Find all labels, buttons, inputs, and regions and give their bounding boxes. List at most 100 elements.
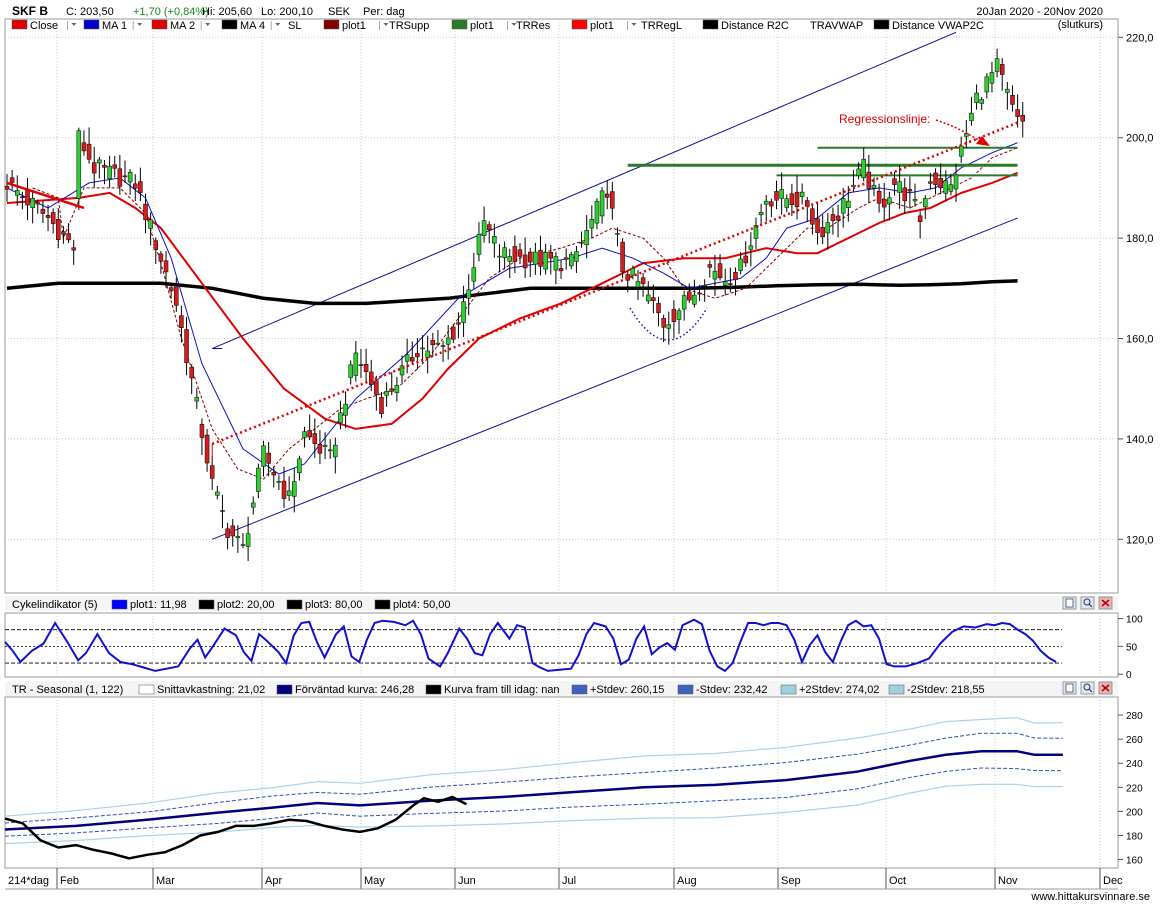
channel-lower-line — [212, 217, 1018, 540]
candles — [4, 48, 1025, 562]
panel-frame-1 — [4, 612, 1119, 678]
candle-body — [728, 283, 733, 285]
chevron-down-icon — [137, 23, 143, 26]
candle-body — [358, 364, 364, 366]
candle-body — [209, 465, 215, 479]
candle-body — [897, 181, 902, 193]
page-icon[interactable] — [1062, 681, 1077, 695]
close-icon[interactable] — [1098, 596, 1113, 610]
chevron-down-icon — [71, 23, 77, 26]
page-icon[interactable] — [1062, 596, 1077, 610]
minus-stdev-line — [4, 767, 1063, 837]
candle-body — [743, 255, 748, 264]
candle-body — [112, 164, 117, 169]
actual-curve — [4, 795, 468, 860]
candle-body — [245, 533, 251, 547]
candle-body — [692, 294, 697, 305]
candle-body — [276, 480, 282, 483]
candle-body — [127, 172, 133, 183]
legend-label: MA 1 — [102, 20, 127, 32]
candle-body — [1020, 114, 1025, 122]
candle-body — [558, 268, 564, 272]
legend-swatch — [374, 599, 391, 610]
candle-body — [81, 142, 87, 152]
candle-body — [851, 184, 856, 187]
candle-body — [748, 245, 754, 250]
candle-body — [71, 247, 76, 251]
chevron-down-icon — [275, 23, 281, 26]
candle-body — [435, 342, 441, 345]
month-label: Jul — [562, 875, 576, 887]
candle-body — [302, 431, 307, 438]
candle-body — [153, 240, 159, 250]
candle-body — [528, 251, 533, 263]
candle-body — [733, 272, 738, 281]
price-tick-label: 120,0 — [1126, 534, 1154, 546]
candle-body — [353, 352, 359, 376]
panel-frame-0 — [4, 18, 1119, 594]
candle-body — [307, 430, 312, 438]
seasonal-tick-label: 220 — [1126, 783, 1143, 794]
candle-body — [76, 130, 82, 199]
candle-body — [56, 219, 61, 240]
month-label: Feb — [60, 875, 79, 887]
legend-swatch — [702, 19, 719, 30]
seasonal-tick-label: 180 — [1126, 831, 1143, 842]
minus-2stdev-line — [4, 783, 1063, 845]
candle-body — [1015, 109, 1020, 117]
candle-body — [928, 181, 933, 184]
candle-body — [91, 162, 97, 174]
candle-body — [281, 480, 287, 499]
legend-swatch — [198, 599, 215, 610]
candle-body — [486, 224, 492, 231]
ma2-line — [6, 171, 1018, 430]
candle-body — [676, 310, 682, 320]
candle-body — [830, 214, 836, 221]
candle-body — [327, 449, 333, 452]
page-glyph — [1065, 598, 1074, 608]
cycle-tick-label: 50 — [1126, 642, 1138, 653]
month-label: Mar — [156, 875, 175, 887]
candle-body — [671, 309, 677, 322]
cycle-tick-label: 0 — [1126, 670, 1132, 681]
candle-body — [451, 326, 456, 340]
magnify-icon[interactable] — [1080, 681, 1095, 695]
candle-body — [763, 200, 769, 205]
candle-body — [168, 287, 174, 292]
header-bar: SKF B C: 203,50 +1,70 (+0,84%)Hi: 205,60 Lo… — [12, 4, 1103, 31]
candle-body — [610, 191, 615, 209]
legend-swatch — [83, 19, 100, 30]
legend-swatch — [888, 684, 905, 695]
candle-body — [958, 145, 964, 157]
legend-swatch — [11, 19, 28, 30]
candle-body — [415, 353, 420, 358]
close-icon[interactable] — [1098, 681, 1113, 695]
candle-body — [620, 241, 625, 273]
chevron-down-icon — [631, 23, 637, 26]
low-value: Lo: 200,10 — [261, 6, 313, 18]
candle-body — [256, 467, 261, 492]
candle-body — [163, 260, 169, 273]
magnify-icon[interactable] — [1080, 596, 1095, 610]
candle-body — [363, 364, 369, 372]
legend-swatch — [151, 19, 168, 30]
price-tick-label: 200,0 — [1126, 133, 1154, 145]
seasonal-tick-label: 260 — [1126, 735, 1143, 746]
candle-body — [230, 525, 235, 537]
candle-body — [461, 301, 466, 323]
candle-body — [138, 181, 143, 193]
legend-swatch — [323, 19, 340, 30]
magnify-glyph — [1083, 598, 1091, 606]
legend-swatch — [111, 599, 128, 610]
candle-body — [640, 277, 646, 284]
legend-swatch — [873, 19, 890, 30]
candle-body — [943, 180, 949, 194]
candle-body — [394, 385, 400, 393]
legend-label: Snittavkastning: 21,02 — [157, 684, 265, 696]
pattern-arc — [629, 307, 708, 341]
candle-body — [604, 193, 610, 198]
magnify-handle — [1088, 603, 1093, 608]
candle-body — [681, 295, 687, 310]
candle-body — [492, 236, 497, 244]
legend-label: -2Stdev: 218,55 — [907, 684, 985, 696]
